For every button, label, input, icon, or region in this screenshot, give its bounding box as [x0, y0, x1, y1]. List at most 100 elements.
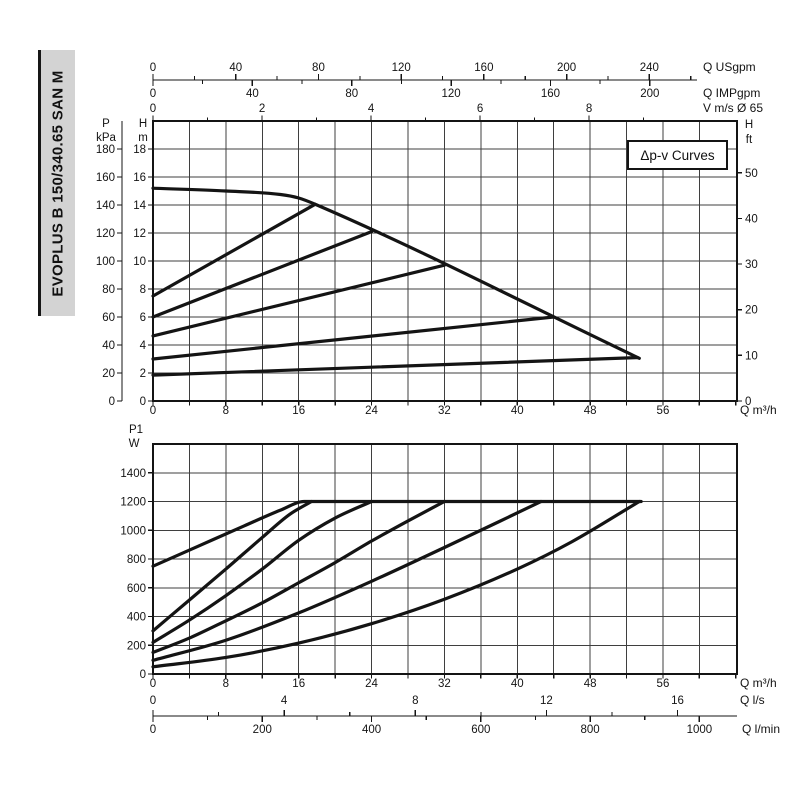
svg-text:2: 2 [259, 103, 265, 115]
p1-w-axis: 0 200 400 600 800 1000 1200 1400 P1 W [120, 424, 153, 681]
head-chart-x-axis: 0 8 16 24 32 40 48 56 Q m³/h [150, 401, 777, 417]
svg-text:120: 120 [96, 228, 115, 240]
svg-text:8: 8 [412, 695, 418, 707]
svg-text:12: 12 [540, 695, 553, 707]
svg-text:24: 24 [365, 405, 378, 417]
svg-text:0: 0 [109, 396, 115, 408]
svg-text:56: 56 [657, 678, 670, 690]
power-max-speed [151, 499, 643, 568]
svg-text:40: 40 [511, 405, 524, 417]
model-label-bar: EVOPLUS B 150/340.65 SAN M [38, 50, 75, 316]
svg-text:400: 400 [127, 612, 146, 624]
svg-text:16: 16 [292, 405, 305, 417]
svg-text:m: m [138, 132, 148, 144]
dpv-curve-5 [151, 356, 640, 377]
svg-text:0: 0 [140, 669, 146, 681]
svg-text:24: 24 [365, 678, 378, 690]
svg-text:8: 8 [140, 284, 146, 296]
svg-text:W: W [129, 438, 140, 450]
svg-text:4: 4 [140, 340, 147, 352]
svg-text:4: 4 [368, 103, 375, 115]
power-curve-4 [151, 499, 447, 655]
svg-text:40: 40 [102, 340, 115, 352]
svg-text:50: 50 [745, 168, 758, 180]
svg-text:20: 20 [102, 368, 115, 380]
svg-text:48: 48 [584, 405, 597, 417]
svg-text:16: 16 [133, 172, 146, 184]
svg-text:32: 32 [438, 405, 451, 417]
head-chart-grid [153, 121, 737, 401]
svg-text:kPa: kPa [96, 132, 116, 144]
svg-text:0: 0 [150, 405, 156, 417]
svg-text:16: 16 [671, 695, 684, 707]
svg-text:60: 60 [102, 312, 115, 324]
svg-text:Q l/min: Q l/min [742, 722, 780, 736]
power-curve-5 [151, 499, 543, 662]
svg-text:30: 30 [745, 259, 758, 271]
q-lmin-axis: 0 200 400 600 800 1000 Q l/min [150, 716, 780, 736]
svg-text:120: 120 [442, 88, 461, 100]
svg-text:80: 80 [102, 284, 115, 296]
svg-text:Q USgpm: Q USgpm [703, 60, 756, 74]
svg-text:ft: ft [746, 134, 753, 146]
svg-text:8: 8 [586, 103, 592, 115]
svg-text:4: 4 [281, 695, 288, 707]
power-curve-3 [151, 499, 374, 644]
svg-text:H: H [745, 119, 753, 131]
svg-text:12: 12 [133, 228, 146, 240]
svg-text:32: 32 [438, 678, 451, 690]
svg-text:Q IMPgpm: Q IMPgpm [703, 86, 760, 100]
svg-text:0: 0 [745, 396, 751, 408]
svg-text:8: 8 [223, 405, 229, 417]
svg-text:40: 40 [745, 213, 758, 225]
svg-text:200: 200 [253, 724, 272, 736]
svg-text:6: 6 [140, 312, 146, 324]
svg-text:Q m³/h: Q m³/h [740, 676, 777, 690]
h-ft-axis: 0 10 20 30 40 50 Hft [737, 119, 758, 408]
svg-text:P: P [102, 118, 110, 130]
svg-text:8: 8 [223, 678, 229, 690]
svg-text:18: 18 [133, 144, 146, 156]
svg-text:200: 200 [557, 62, 576, 74]
velocity-axis: 0 2 4 6 8 V m/s Ø 65 [150, 101, 763, 121]
svg-text:400: 400 [362, 724, 381, 736]
svg-text:2: 2 [140, 368, 146, 380]
power-chart-grid [153, 444, 737, 674]
q-impgpm-axis: 0 40 80 120 160 200 Q IMPgpm [150, 80, 760, 100]
h-m-axis: 0 2 4 6 8 10 12 14 16 18 Hm [133, 118, 153, 408]
svg-text:1200: 1200 [120, 497, 146, 509]
svg-text:160: 160 [474, 62, 493, 74]
svg-text:80: 80 [312, 62, 325, 74]
svg-text:10: 10 [745, 350, 758, 362]
svg-text:10: 10 [133, 256, 146, 268]
svg-text:200: 200 [640, 88, 659, 100]
power-curve-6 [151, 499, 641, 669]
svg-text:180: 180 [96, 144, 115, 156]
dpv-curves-legend-text: Δp-v Curves [640, 147, 715, 163]
dpv-curve-2 [151, 230, 374, 319]
svg-text:40: 40 [511, 678, 524, 690]
svg-text:48: 48 [584, 678, 597, 690]
svg-text:600: 600 [127, 583, 146, 595]
dpv-curves-legend: Δp-v Curves [627, 140, 728, 170]
svg-text:800: 800 [581, 724, 600, 736]
svg-text:0: 0 [150, 695, 156, 707]
q-usgpm-axis: 0 40 80 120 160 200 240 Q USgpm [150, 60, 756, 81]
svg-text:0: 0 [150, 103, 156, 115]
svg-text:56: 56 [657, 405, 670, 417]
svg-text:100: 100 [96, 256, 115, 268]
dpv-curve-1 [151, 202, 317, 298]
svg-text:160: 160 [541, 88, 560, 100]
svg-text:P1: P1 [129, 424, 143, 436]
power-curve-2 [151, 499, 314, 633]
head-curves [151, 186, 641, 377]
svg-text:Q m³/h: Q m³/h [740, 403, 777, 417]
power-chart-x-axis: 0 8 16 24 32 40 48 56 Q m³/h [150, 674, 777, 690]
svg-text:6: 6 [477, 103, 483, 115]
svg-text:140: 140 [96, 200, 115, 212]
svg-text:0: 0 [140, 396, 146, 408]
svg-text:1400: 1400 [120, 468, 146, 480]
